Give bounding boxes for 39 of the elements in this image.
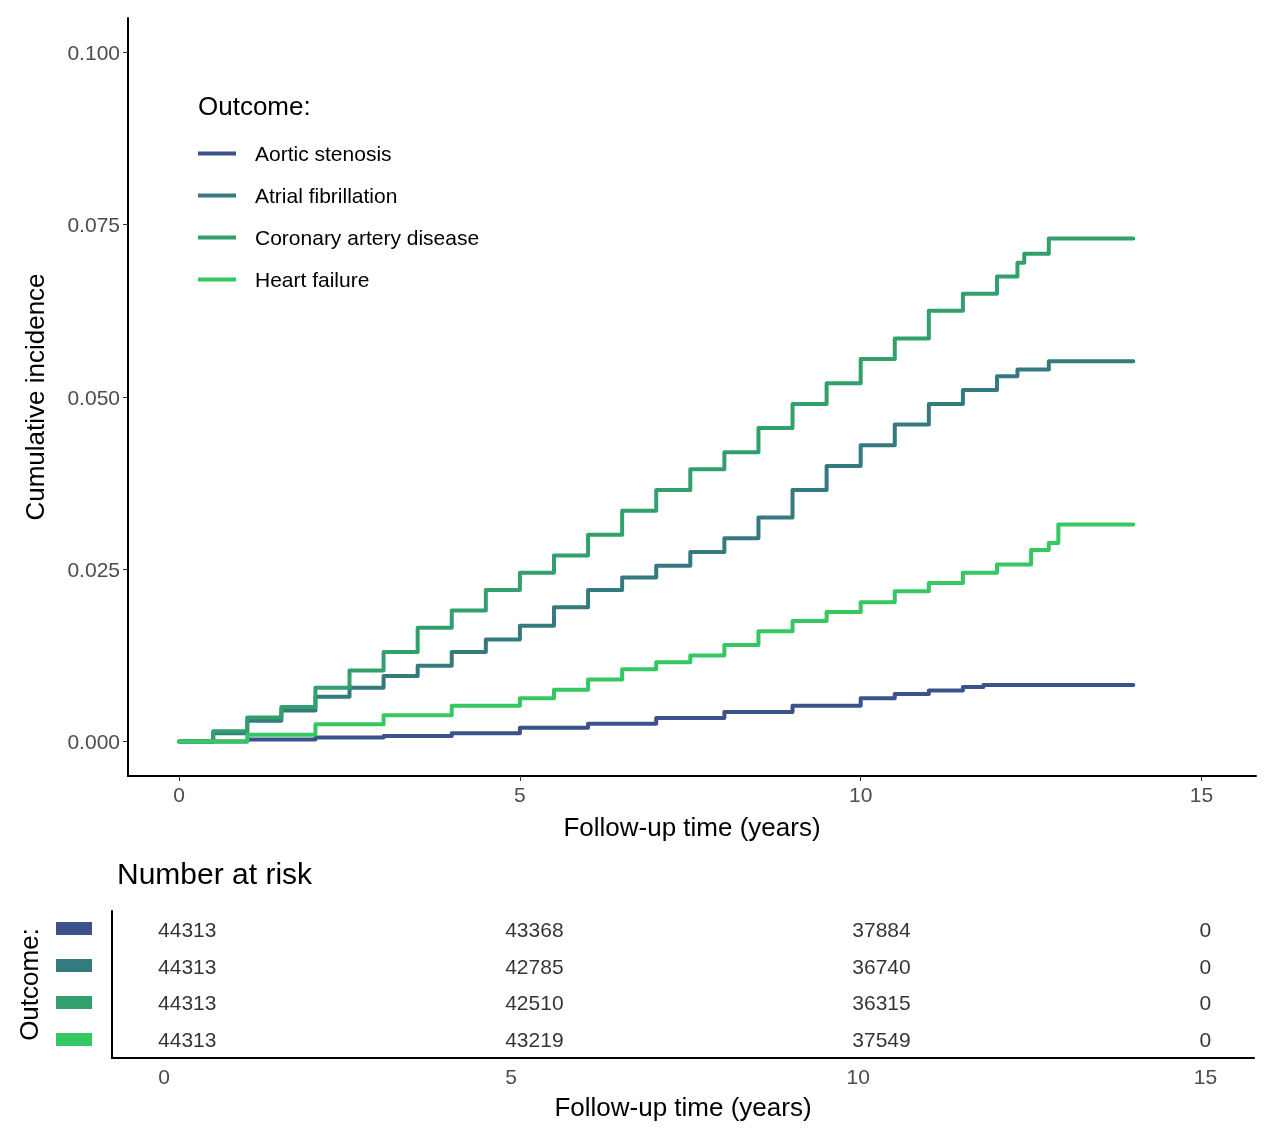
y-axis-title: Outcome: xyxy=(14,928,44,1041)
legend-title: Outcome: xyxy=(198,91,311,121)
data-label: 0 xyxy=(1199,917,1212,941)
y-tick-label: 0.025 xyxy=(67,557,120,581)
data-label: 43368 xyxy=(505,917,564,941)
data-label: 37884 xyxy=(852,917,912,941)
data-label: 43219 xyxy=(505,1028,564,1052)
data-label: 44313 xyxy=(158,917,217,941)
data-label: 0 xyxy=(1199,1028,1212,1052)
x-tick-label: 5 xyxy=(505,1065,518,1088)
x-axis-title: Follow-up time (years) xyxy=(563,812,821,842)
data-label: 36740 xyxy=(852,954,911,978)
x-tick-label: 5 xyxy=(514,783,526,806)
chart-title: Number at risk xyxy=(117,856,314,890)
y-tick-label: 0.075 xyxy=(67,213,120,237)
legend-label: Coronary artery disease xyxy=(255,226,480,249)
x-tick-label: 15 xyxy=(1189,783,1214,806)
x-tick-label: 15 xyxy=(1193,1065,1218,1088)
data-label: 0 xyxy=(1199,954,1212,978)
y-tick-label: 0.000 xyxy=(67,730,120,754)
x-axis-title: Follow-up time (years) xyxy=(554,1092,812,1122)
legend-label: Heart failure xyxy=(255,268,370,291)
data-label: 37549 xyxy=(852,1028,911,1052)
data-label: 36315 xyxy=(852,991,911,1015)
legend-label: Atrial fibrillation xyxy=(255,184,398,207)
data-label: 42510 xyxy=(505,991,564,1015)
y-tick-label: 0.100 xyxy=(67,40,120,64)
x-tick-label: 0 xyxy=(173,783,185,806)
data-label: 44313 xyxy=(158,991,217,1015)
data-label: 42785 xyxy=(505,954,564,978)
legend-label: Aortic stenosis xyxy=(255,142,392,165)
data-label: 44313 xyxy=(158,1028,217,1052)
x-tick-label: 10 xyxy=(849,783,873,806)
x-tick-label: 0 xyxy=(158,1065,170,1088)
data-label: 0 xyxy=(1199,991,1212,1015)
x-tick-label: 10 xyxy=(846,1065,870,1088)
y-tick-label: 0.050 xyxy=(67,385,120,409)
y-axis-title: Cumulative incidence xyxy=(20,273,50,521)
data-label: 44313 xyxy=(158,954,217,978)
